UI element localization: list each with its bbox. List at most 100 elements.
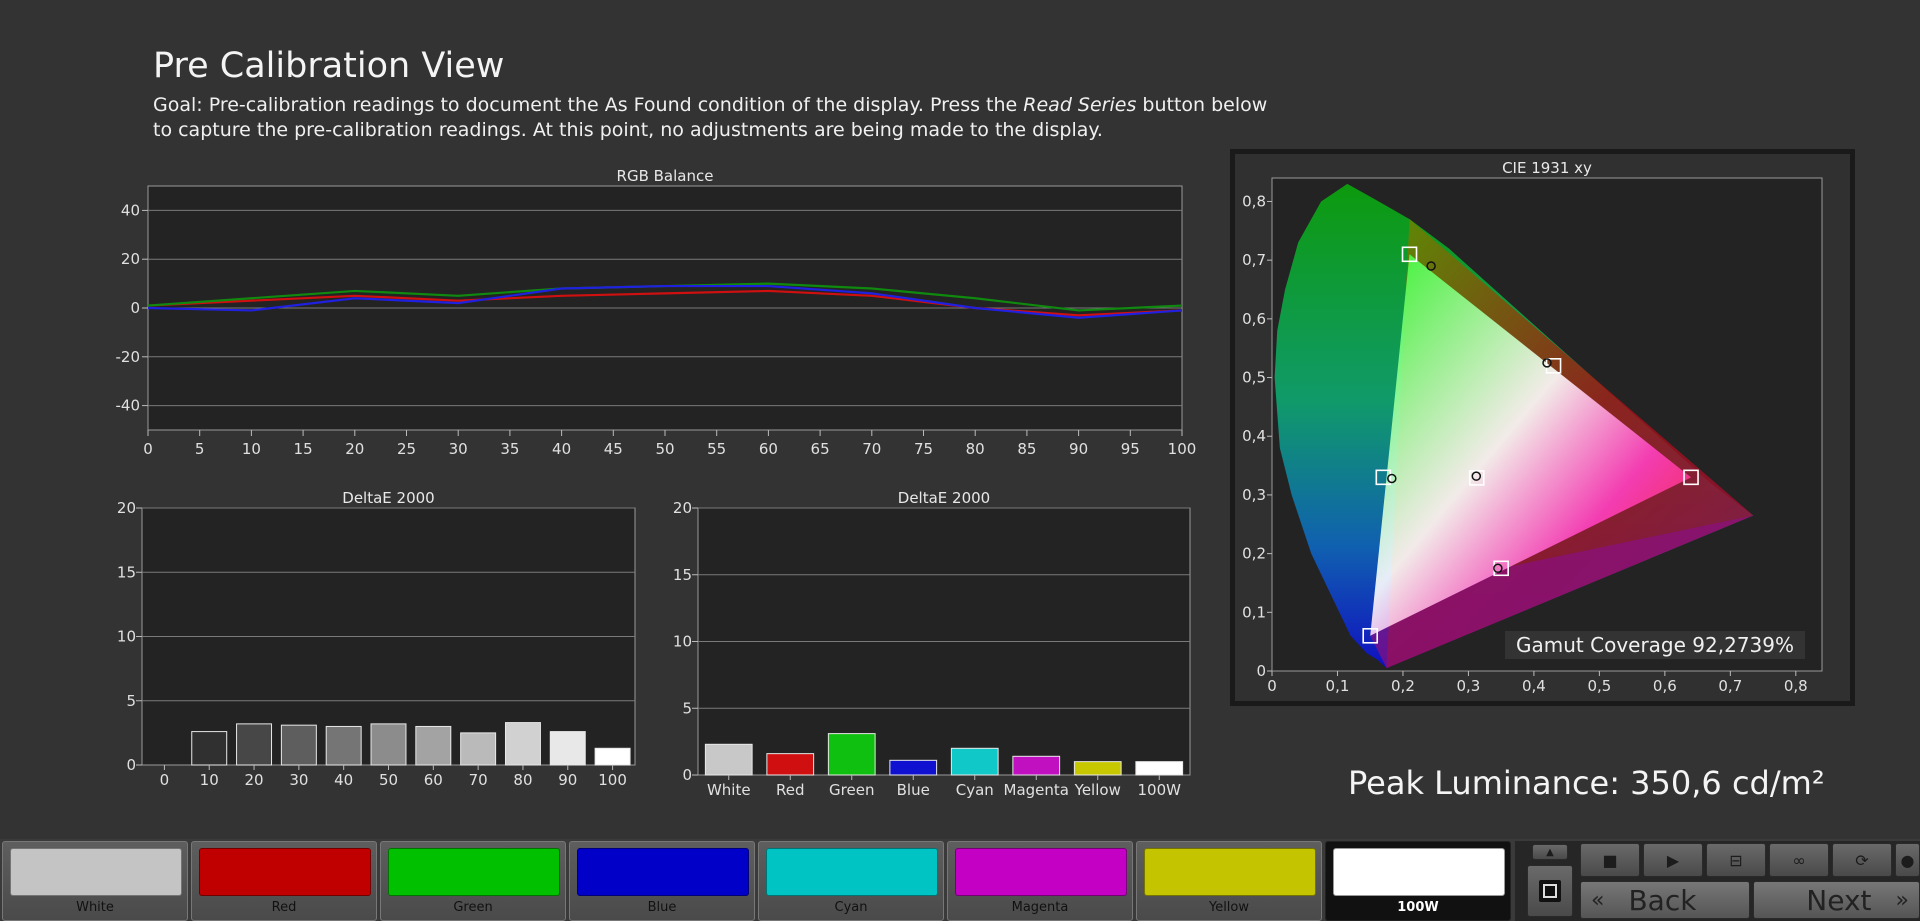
measured-cyan [1387,473,1397,484]
bar-90 [549,731,586,766]
swatch-label: 100W [1397,900,1439,915]
peak-luminance: Peak Luminance: 350,6 cd/m² [1348,764,1825,802]
y-tick-label: 20 [673,499,692,517]
x-tick-label: 70 [862,440,881,458]
deltae-colors-chart: DeltaE 2000 0 5 10 15 20 White Red Green Blue Cyan… [673,489,1191,799]
goal-suffix: button below to capture the pre-calibrat… [153,94,1268,141]
bar-cyan [950,747,999,776]
locus-purple-region [1370,515,1754,669]
x-tick-label: 0 [1267,677,1277,695]
goal-emphasis: Read Series [1023,94,1137,116]
next-label: Next [1806,883,1872,917]
chart-title: DeltaE 2000 [898,489,990,507]
scroll-up-button[interactable]: ▲ [1532,844,1568,860]
y-tick-label: 20 [121,250,140,268]
record-button[interactable]: ● [1895,843,1920,877]
x-tick-label: 0,3 [1456,677,1480,695]
measured-yellow [1542,358,1552,368]
x-tick-label: 35 [500,440,519,458]
bar-60 [415,725,452,766]
bar-40 [325,725,362,766]
play-button[interactable]: ▶ [1643,843,1703,877]
stop-square-icon: ■ [1602,850,1618,870]
x-tick-label: Cyan [956,781,994,799]
x-tick-label: 0,7 [1718,677,1742,695]
rgb-balance-chart: RGB Balance 40 20 0 -20 -40 0 5 10 15 20 25 30 35 40 45… [116,167,1197,458]
bar-50 [370,723,407,766]
color-chip [1333,848,1505,896]
back-label: Back [1628,883,1697,917]
swatch-button-magenta[interactable]: Magenta [947,841,1133,921]
bar-10 [191,731,228,766]
x-tick-label: Green [829,781,874,799]
y-tick-label: 0 [126,756,136,774]
x-tick-label: Yellow [1074,781,1121,799]
bar-100 [594,747,631,766]
swatch-label: Magenta [1011,900,1069,915]
x-tick-label: 90 [558,771,577,789]
y-tick-label: 5 [126,692,136,710]
x-tick-label: 85 [1017,440,1036,458]
x-tick-label: Red [776,781,805,799]
x-tick-label: 0,8 [1784,677,1808,695]
goal-prefix: Goal: Pre-calibration readings to docume… [153,94,1024,116]
continuous-button[interactable]: ∞ [1769,843,1829,877]
bar-magenta [1012,755,1061,776]
chart-title: CIE 1931 xy [1502,159,1592,177]
swatch-label: Red [271,900,297,915]
y-tick-label: 0,2 [1242,545,1266,563]
swatch-button-cyan[interactable]: Cyan [758,841,944,921]
y-tick-label: 0,1 [1242,603,1266,621]
y-tick-label: 0 [1256,662,1266,680]
x-tick-label: 90 [1069,440,1088,458]
y-tick-label: 0,5 [1242,369,1266,387]
x-tick-label: Blue [897,781,930,799]
target-blue [1362,627,1379,644]
x-tick-label: White [707,781,751,799]
y-tick-label: 15 [117,563,136,581]
refresh-button[interactable]: ⟳ [1832,843,1892,877]
y-tick-label: 10 [673,633,692,651]
color-chip [577,848,749,896]
read-series-button[interactable]: ⊟ [1706,843,1766,877]
swatch-label: Cyan [834,900,868,915]
swatch-button-white[interactable]: White [2,841,188,921]
y-tick-label: 15 [673,566,692,584]
swatch-label: White [76,900,114,915]
y-tick-label: 0,4 [1242,427,1266,445]
y-tick-label: -20 [116,348,141,366]
x-tick-label: 40 [552,440,571,458]
swatch-button-yellow[interactable]: Yellow [1136,841,1322,921]
swatch-label: Blue [647,900,677,915]
stop-icon [1539,880,1561,902]
next-button[interactable]: Next » [1753,881,1920,919]
gamut-coverage-box [1505,631,1805,659]
y-tick-label: 0 [130,299,140,317]
swatch-button-green[interactable]: Green [380,841,566,921]
swatch-button-100w[interactable]: 100W [1325,841,1511,921]
color-chip [199,848,371,896]
x-tick-label: 50 [655,440,674,458]
color-chip [10,848,182,896]
double-chevron-left-icon: « [1591,887,1605,913]
x-tick-label: 10 [200,771,219,789]
x-tick-label: 10 [242,440,261,458]
x-tick-label: 100 [1168,440,1197,458]
target-red [1683,469,1699,486]
refresh-icon: ⟳ [1855,850,1869,870]
target-green [1401,246,1418,263]
bar-yellow [1073,761,1122,776]
x-tick-label: 0,4 [1522,677,1546,695]
stop-read-button[interactable] [1527,865,1573,917]
swatch-button-red[interactable]: Red [191,841,377,921]
swatch-button-blue[interactable]: Blue [569,841,755,921]
x-tick-label: 80 [966,440,985,458]
stop-button[interactable]: ■ [1580,843,1640,877]
swatch-label: Green [453,900,493,915]
bar-80 [504,722,541,766]
gamut-coverage-label: Gamut Coverage 92,2739% [1516,633,1794,657]
back-button[interactable]: « Back [1580,881,1750,919]
y-tick-label: 0,7 [1242,251,1266,269]
color-chip [1144,848,1316,896]
page-title: Pre Calibration View [153,46,505,86]
